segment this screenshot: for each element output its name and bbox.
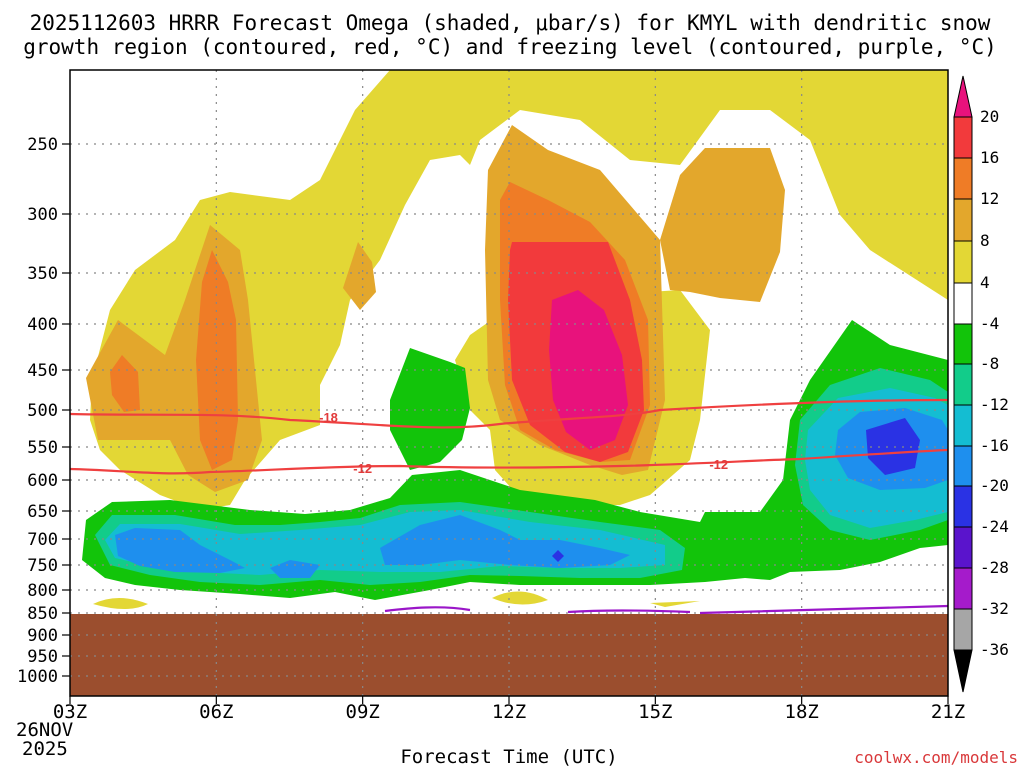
y-tick-label: 850: [27, 604, 58, 624]
colorbar-label: -16: [980, 436, 1009, 455]
omega-region-20: [549, 290, 628, 450]
colorbar-swatch: [953, 323, 973, 365]
y-tick-label: 500: [27, 401, 58, 421]
omega-region-neg16: [270, 560, 320, 578]
y-tick-label: 950: [27, 647, 58, 667]
colorbar-label: -4: [980, 314, 999, 333]
dgz-contour-neg12: [70, 448, 948, 475]
colorbar-label: -12: [980, 395, 1009, 414]
x-axis-time: 03Z 06Z 09Z 12Z 15Z 18Z 21Z: [53, 696, 965, 723]
x-tick-label: 06Z: [199, 701, 233, 723]
omega-region-12: [110, 355, 140, 412]
omega-region-neg20: [866, 418, 920, 475]
x-axis-label: Forecast Time (UTC): [400, 746, 617, 768]
y-tick-label: 450: [27, 361, 58, 381]
colorbar-label: -8: [980, 354, 999, 373]
freezing-level-contour: [384, 604, 948, 615]
colorbar-label: 20: [980, 107, 999, 126]
colorbar-swatch: [953, 445, 973, 487]
omega-region-4: [650, 601, 700, 607]
grid-lines: [70, 70, 948, 696]
y-tick-label: 350: [27, 264, 58, 284]
colorbar-label: -28: [980, 558, 1009, 577]
y-tick-label: 300: [27, 205, 58, 225]
colorbar-swatch: [953, 282, 973, 325]
omega-region-4: [492, 591, 548, 605]
contour-label: -18: [319, 410, 338, 425]
omega-region-neg4: [390, 348, 470, 470]
colorbar-label: 16: [980, 148, 999, 167]
colorbar-label: -24: [980, 517, 1009, 536]
plot-area: [70, 70, 948, 696]
colorbar-swatch: [953, 567, 973, 610]
x-tick-label: 15Z: [638, 701, 672, 723]
omega-region-neg16: [115, 528, 245, 573]
x-tick-label: 21Z: [931, 701, 965, 723]
x-tick-label: 03Z: [53, 701, 87, 723]
colorbar-swatch: [953, 75, 973, 118]
y-tick-label: 650: [27, 502, 58, 522]
y-tick-label: 700: [27, 530, 58, 550]
colorbar-label: -32: [980, 599, 1009, 618]
colorbar-swatch: [953, 404, 973, 447]
colorbar-swatch: [953, 157, 973, 200]
colorbar-label: -36: [980, 640, 1009, 659]
colorbar-swatch: [953, 485, 973, 528]
colorbar-swatch: [953, 649, 973, 693]
colorbar-swatch: [953, 526, 973, 569]
omega-region-neg20: [552, 550, 564, 562]
y-tick-label: 250: [27, 135, 58, 155]
y-tick-label: 600: [27, 471, 58, 491]
x-axis-date-day: 26NOV: [16, 719, 73, 741]
y-tick-label: 800: [27, 581, 58, 601]
colorbar-label: 4: [980, 273, 990, 292]
omega-region-neg16: [380, 515, 630, 568]
omega-region-8: [660, 148, 785, 302]
y-tick-label: 750: [27, 556, 58, 576]
y-axis-pressure: 2503003504004505005506006507007508008509…: [17, 135, 70, 687]
x-axis-date-year: 2025: [22, 738, 68, 760]
contour-labels: -18 -12 -12: [319, 410, 728, 476]
contour-label: -12: [353, 461, 372, 476]
y-tick-label: 400: [27, 315, 58, 335]
colorbar-label: 8: [980, 231, 990, 250]
colorbar-label: -20: [980, 476, 1009, 495]
chart-title-line2: growth region (contoured, red, °C) and f…: [23, 35, 997, 59]
x-tick-label: 12Z: [492, 701, 526, 723]
y-tick-label: 900: [27, 626, 58, 646]
omega-region-8: [343, 242, 376, 310]
colorbar-swatch: [953, 608, 973, 651]
x-tick-label: 09Z: [346, 701, 380, 723]
colorbar-label: 12: [980, 189, 999, 208]
dgz-contour-neg18: [70, 398, 948, 429]
contour-label: -12: [709, 457, 728, 472]
x-tick-label: 18Z: [785, 701, 819, 723]
omega-region-4: [93, 598, 148, 609]
y-tick-label: 550: [27, 438, 58, 458]
colorbar-swatch: [953, 363, 973, 406]
colorbar-swatch: [953, 198, 973, 242]
colorbar-swatch: [953, 240, 973, 284]
credit-text: coolwx.com/models: [854, 748, 1018, 767]
omega-region-4: [70, 70, 948, 510]
colorbar-swatch: [953, 116, 973, 159]
colorbar: 20 16 12 8 4 -4 -8 -12 -16 -20 -24 -28 -32 -36: [953, 75, 1009, 693]
y-tick-label: 1000: [17, 667, 58, 687]
chart-title-line1: 2025112603 HRRR Forecast Omega (shaded, …: [30, 11, 991, 35]
